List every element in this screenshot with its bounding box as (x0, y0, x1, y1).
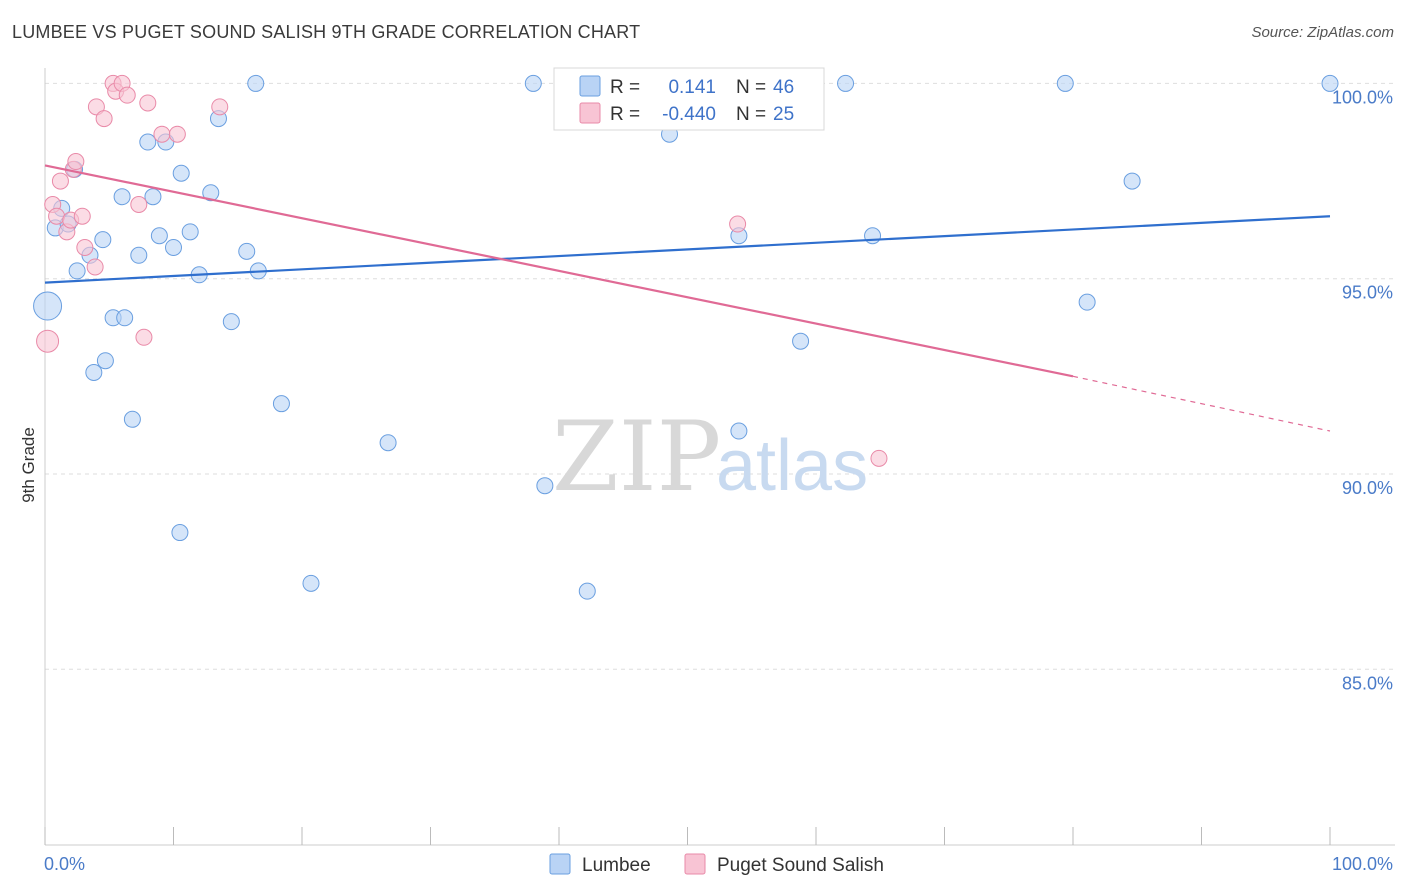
lumbee-point-14 (130, 246, 148, 264)
puget-point-21 (168, 125, 186, 143)
lumbee-point-7 (94, 231, 112, 249)
legend-n-value-1: 46 (773, 77, 794, 98)
lumbee-point-24 (202, 184, 220, 202)
chart-title: LUMBEE VS PUGET SOUND SALISH 9TH GRADE C… (12, 22, 641, 42)
lumbee-point-33 (524, 74, 542, 92)
lumbee-point-45 (1321, 74, 1339, 92)
puget-point-22 (211, 98, 229, 116)
puget-point-9 (76, 238, 94, 256)
puget-point-11 (87, 98, 105, 116)
lumbee-point-44 (1123, 172, 1141, 190)
lumbee-point-42 (1056, 74, 1074, 92)
x-tick-label-max: 100.0% (1332, 854, 1393, 874)
legend-swatch-lumbee (579, 75, 601, 97)
puget-point-19 (139, 94, 157, 112)
puget-point-18 (135, 328, 153, 346)
lumbee-point-12 (116, 309, 134, 327)
lumbee-point-16 (144, 188, 162, 206)
watermark: ZIP atlas (552, 401, 868, 513)
y-tick-labels: 85.0% 90.0% 95.0% 100.0% (1332, 87, 1393, 693)
bottom-legend-label-lumbee: Lumbee (582, 855, 651, 876)
watermark-zip: ZIP (552, 401, 721, 513)
y-tick-label-3: 100.0% (1332, 87, 1393, 107)
lumbee-point-17 (150, 227, 168, 245)
lumbee-point-0 (33, 291, 63, 321)
legend-r-value-2: -0.440 (662, 104, 716, 125)
lumbee-point-38 (730, 422, 748, 440)
lumbee-point-13 (123, 410, 141, 428)
puget-point-23 (729, 215, 747, 233)
legend-n-label-2: N = (736, 104, 766, 125)
puget-point-8 (73, 207, 91, 225)
lumbee-point-21 (171, 524, 189, 542)
legend-r-label-2: R = (610, 104, 640, 125)
lumbee-point-40 (837, 74, 855, 92)
source-credit: Source: ZipAtlas.com (1251, 24, 1394, 41)
watermark-atlas: atlas (716, 426, 868, 506)
lumbee-point-31 (302, 574, 320, 592)
legend-box: R = 0.141 N = 46 R = -0.440 N = 25 (553, 67, 825, 131)
x-tick-label-min: 0.0% (44, 854, 85, 874)
puget-point-12 (95, 110, 113, 128)
y-tick-label-2: 95.0% (1342, 283, 1393, 303)
y-tick-label-1: 90.0% (1342, 478, 1393, 498)
bottom-legend-swatch-lumbee (549, 853, 571, 875)
lumbee-trend-line (44, 215, 1331, 284)
legend-swatch-puget (579, 102, 601, 124)
lumbee-point-19 (165, 238, 182, 256)
puget-point-17 (130, 196, 148, 214)
legend-r-label-1: R = (610, 77, 640, 98)
puget-point-0 (36, 329, 60, 353)
lumbee-point-9 (96, 352, 114, 370)
lumbee-point-32 (379, 434, 397, 452)
puget-point-10 (86, 258, 104, 276)
lumbee-point-34 (536, 477, 554, 495)
lumbee-point-43 (1078, 293, 1096, 311)
lumbee-point-41 (864, 227, 882, 245)
lumbee-point-39 (792, 332, 810, 350)
legend-r-value-1: 0.141 (668, 77, 716, 98)
lumbee-point-5 (68, 262, 86, 280)
lumbee-point-27 (238, 242, 256, 260)
bottom-legend-label-puget: Puget Sound Salish (717, 855, 884, 876)
puget-trend-extension (1072, 375, 1331, 432)
puget-point-3 (51, 172, 69, 190)
data-points (33, 74, 1339, 600)
lumbee-point-35 (578, 582, 596, 600)
puget-point-16 (118, 86, 136, 104)
lumbee-point-22 (181, 223, 199, 241)
lumbee-point-28 (247, 74, 265, 92)
legend-n-label-1: N = (736, 77, 766, 98)
puget-point-24 (870, 449, 888, 467)
x-tick-labels: 0.0% 100.0% (44, 854, 1393, 874)
lumbee-point-30 (272, 395, 290, 413)
trend-lines (44, 164, 1331, 432)
lumbee-point-20 (172, 164, 190, 182)
bottom-legend: Lumbee Puget Sound Salish (549, 853, 884, 876)
axes (44, 68, 1395, 846)
lumbee-point-26 (222, 313, 240, 331)
lumbee-point-8 (85, 363, 103, 381)
bottom-legend-swatch-puget (684, 853, 706, 875)
puget-point-7 (67, 153, 85, 171)
grid-lines (45, 82, 1395, 670)
y-tick-label-0: 85.0% (1342, 673, 1393, 693)
y-axis-label: 9th Grade (19, 427, 38, 503)
lumbee-point-11 (113, 188, 131, 206)
lumbee-point-15 (139, 133, 157, 151)
legend-n-value-2: 25 (773, 104, 794, 125)
puget-point-2 (48, 207, 66, 225)
puget-point-20 (153, 125, 171, 143)
puget-trend-line (44, 164, 1074, 378)
